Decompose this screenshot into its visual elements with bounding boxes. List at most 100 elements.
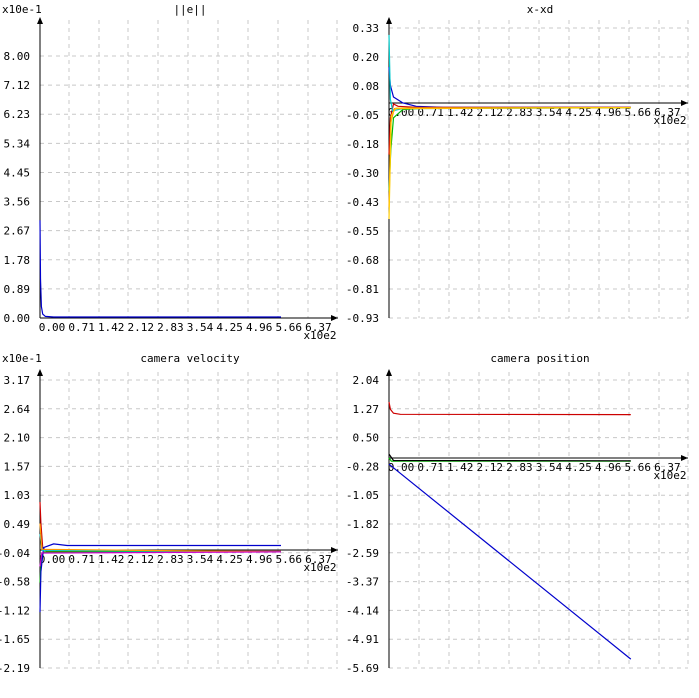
- x-tick-label: 4.25: [565, 106, 592, 119]
- y-tick-label: -0.28: [346, 460, 379, 473]
- x-tick-label: 3.54: [536, 461, 563, 474]
- y-tick-label: 2.04: [353, 374, 380, 387]
- x-scale-label: x10e2: [653, 469, 686, 482]
- series-line-pz: [388, 463, 632, 660]
- x-tick-label: 5.66: [625, 106, 652, 119]
- y-tick-label: 0.20: [353, 51, 380, 64]
- y-tick-label: -2.59: [346, 547, 379, 560]
- x-tick-label: 2.12: [477, 461, 504, 474]
- y-tick-label: -0.18: [346, 138, 379, 151]
- series-line-e5: [388, 107, 631, 208]
- y-scale-label: x10e-1: [2, 3, 42, 16]
- y-tick-label: -0.05: [346, 109, 379, 122]
- y-tick-label: -0.68: [346, 254, 379, 267]
- y-axis-arrow: [386, 17, 392, 24]
- x-tick-label: 1.42: [447, 461, 474, 474]
- y-tick-label: 0.33: [353, 22, 380, 35]
- x-tick-label: 4.96: [595, 461, 622, 474]
- y-tick-label: 0.49: [4, 518, 31, 531]
- x-tick-label: 4.96: [246, 321, 273, 334]
- x-tick-label: 3.54: [187, 553, 214, 566]
- x-tick-label: 0.71: [417, 461, 444, 474]
- x-tick-label: 0.00: [39, 321, 66, 334]
- x-tick-label: 1.42: [447, 106, 474, 119]
- x-tick-label: 4.96: [246, 553, 273, 566]
- series-line-p4: [388, 453, 631, 462]
- y-tick-label: 6.23: [4, 108, 31, 121]
- x-tick-label: 0.71: [417, 106, 444, 119]
- x-tick-label: 2.83: [157, 321, 184, 334]
- y-tick-label: 1.78: [4, 254, 31, 267]
- y-tick-label: -0.04: [0, 547, 30, 560]
- x-axis-arrow: [331, 315, 338, 321]
- x-tick-label: 0.00: [388, 461, 415, 474]
- x-tick-label: 1.42: [98, 553, 125, 566]
- x-tick-label: 4.25: [216, 321, 243, 334]
- y-tick-label: 0.89: [4, 283, 31, 296]
- x-tick-label: 2.83: [506, 461, 533, 474]
- y-tick-label: 8.00: [4, 50, 31, 63]
- y-tick-label: -2.19: [0, 662, 30, 675]
- series-line-e4: [388, 34, 631, 112]
- y-axis-arrow: [386, 369, 392, 376]
- series-line-e1: [388, 67, 631, 109]
- x-tick-label: 3.54: [187, 321, 214, 334]
- y-tick-label: -0.58: [0, 576, 30, 589]
- x-scale-label: x10e2: [303, 329, 336, 342]
- x-tick-label: 5.66: [276, 321, 303, 334]
- y-tick-label: -0.93: [346, 312, 379, 325]
- series-line-norm: [39, 220, 281, 318]
- y-tick-label: 2.67: [4, 225, 31, 238]
- y-tick-label: 3.56: [4, 196, 31, 209]
- x-tick-label: 6.37: [654, 461, 681, 474]
- x-tick-label: 2.12: [128, 321, 155, 334]
- y-axis-arrow: [37, 17, 43, 24]
- y-tick-label: -1.12: [0, 604, 30, 617]
- x-tick-label: 5.66: [625, 461, 652, 474]
- x-tick-label: 2.12: [477, 106, 504, 119]
- x-axis-arrow: [681, 100, 688, 106]
- y-tick-label: 1.03: [4, 489, 31, 502]
- y-tick-label: 5.34: [4, 137, 31, 150]
- x-scale-label: x10e2: [653, 114, 686, 127]
- x-tick-label: 4.96: [595, 106, 622, 119]
- x-tick-label: 6.37: [305, 321, 332, 334]
- y-tick-label: 2.10: [4, 432, 31, 445]
- series-line-px: [388, 401, 631, 416]
- y-tick-label: -0.30: [346, 167, 379, 180]
- x-tick-label: 1.42: [98, 321, 125, 334]
- x-tick-label: 4.25: [565, 461, 592, 474]
- y-tick-label: -3.37: [346, 576, 379, 589]
- y-tick-label: -0.81: [346, 283, 379, 296]
- y-tick-label: 0.08: [353, 80, 380, 93]
- y-tick-label: 2.64: [4, 403, 31, 416]
- x-tick-label: 2.12: [128, 553, 155, 566]
- x-tick-label: 6.37: [305, 553, 332, 566]
- y-tick-label: 0.50: [353, 432, 380, 445]
- chart-title: ||e||: [173, 3, 206, 16]
- y-tick-label: 0.00: [4, 312, 31, 325]
- y-tick-label: -5.69: [346, 662, 379, 675]
- x-tick-label: 6.37: [654, 106, 681, 119]
- x-tick-label: 0.00: [39, 553, 66, 566]
- y-tick-label: -0.43: [346, 196, 379, 209]
- series-line-wz: [39, 551, 282, 567]
- x-tick-label: 0.71: [68, 553, 95, 566]
- series-line-vz: [39, 543, 281, 613]
- chart-title: camera velocity: [140, 352, 240, 365]
- series-line-wy: [39, 523, 282, 553]
- chart-title: x-xd: [527, 3, 554, 16]
- y-tick-label: 3.17: [4, 374, 31, 387]
- series-line-e6: [388, 106, 631, 220]
- y-tick-label: 4.45: [4, 166, 31, 179]
- x-axis-arrow: [681, 455, 688, 461]
- x-scale-label: x10e2: [303, 561, 336, 574]
- y-scale-label: x10e-1: [2, 352, 42, 365]
- y-tick-label: -1.82: [346, 518, 379, 531]
- x-tick-label: 2.83: [506, 106, 533, 119]
- series-line-e3: [388, 107, 631, 192]
- x-tick-label: 5.66: [276, 553, 303, 566]
- series-line-vx: [39, 501, 281, 553]
- x-tick-label: 2.83: [157, 553, 184, 566]
- y-tick-label: -4.14: [346, 604, 379, 617]
